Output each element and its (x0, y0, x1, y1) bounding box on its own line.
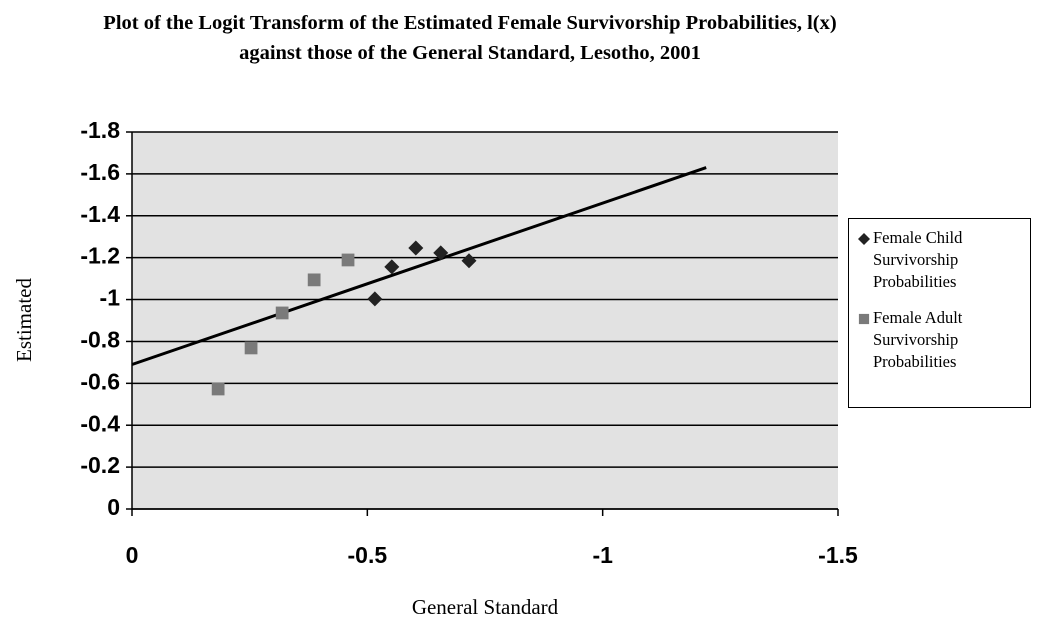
chart-title: Plot of the Logit Transform of the Estim… (103, 12, 837, 64)
legend-item: Female Child Survivorship Probabilities (857, 227, 1024, 293)
y-tick-label: -0.4 (80, 410, 120, 436)
point-diamond (858, 233, 870, 245)
y-tick-label: 0 (107, 494, 120, 520)
legend-symbol (858, 233, 870, 245)
y-tick-label: -1.4 (80, 201, 120, 227)
y-tick-label: -1 (100, 285, 121, 311)
point-diamond (408, 240, 424, 256)
x-tick-label: -0.5 (348, 542, 388, 568)
point-square (244, 341, 258, 355)
point-diamond (367, 291, 383, 307)
point-diamond (384, 259, 400, 275)
x-axis-label: General Standard (412, 595, 559, 619)
point-square (275, 306, 289, 320)
y-tick-label: -0.8 (80, 327, 120, 353)
y-tick-label: -1.2 (80, 243, 120, 269)
legend: Female Child Survivorship Probabilities F… (848, 218, 1031, 408)
x-tick-label: -1 (592, 542, 613, 568)
point-square (307, 273, 321, 287)
x-tick-label: 0 (126, 542, 139, 568)
point-square (858, 313, 870, 325)
legend-label: Female Child Survivorship Probabilities (873, 228, 963, 291)
point-diamond (433, 245, 449, 261)
point-square (341, 253, 355, 267)
y-tick-label: -1.6 (80, 159, 120, 185)
point-square (211, 382, 225, 396)
legend-label: Female Adult Survivorship Probabilities (873, 308, 963, 371)
x-tick-label: -1.5 (818, 542, 858, 568)
y-tick-label: -0.6 (80, 368, 120, 394)
y-tick-label: -1.8 (80, 117, 120, 143)
y-axis-label: Estimated (12, 278, 36, 362)
point-diamond (461, 253, 477, 269)
y-tick-label: -0.2 (80, 452, 120, 478)
plot-area (132, 132, 838, 509)
legend-item: Female Adult Survivorship Probabilities (857, 307, 1024, 373)
legend-symbol (858, 313, 870, 325)
trendline (131, 166, 707, 366)
